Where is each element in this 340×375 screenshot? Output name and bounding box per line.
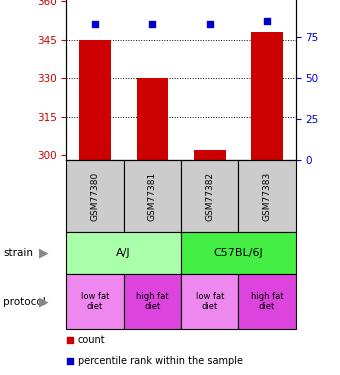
Point — [150, 21, 155, 27]
Bar — [124, 160, 181, 232]
Point — [92, 21, 98, 27]
Text: high fat
diet: high fat diet — [136, 292, 169, 312]
Bar — [66, 232, 181, 274]
Point — [67, 337, 72, 343]
Point — [67, 358, 72, 364]
Bar — [238, 160, 296, 232]
Text: percentile rank within the sample: percentile rank within the sample — [78, 356, 243, 366]
Bar — [251, 32, 283, 160]
Bar — [66, 274, 124, 329]
Text: count: count — [78, 335, 105, 345]
Text: protocol: protocol — [3, 297, 46, 307]
Bar — [194, 150, 225, 160]
Text: GSM77380: GSM77380 — [90, 172, 100, 221]
Text: GSM77381: GSM77381 — [148, 172, 157, 221]
Text: strain: strain — [3, 248, 33, 258]
Bar — [181, 160, 238, 232]
Point — [265, 18, 270, 24]
Text: GSM77383: GSM77383 — [262, 172, 272, 221]
Point — [207, 21, 212, 27]
Bar — [238, 274, 296, 329]
Text: low fat
diet: low fat diet — [195, 292, 224, 312]
Bar — [137, 78, 168, 160]
Bar — [66, 160, 124, 232]
Text: low fat
diet: low fat diet — [81, 292, 109, 312]
Bar — [79, 40, 111, 160]
Text: C57BL/6J: C57BL/6J — [214, 248, 263, 258]
Text: ▶: ▶ — [39, 295, 49, 308]
Bar — [124, 274, 181, 329]
Bar — [181, 274, 238, 329]
Text: high fat
diet: high fat diet — [251, 292, 283, 312]
Bar — [181, 232, 296, 274]
Text: GSM77382: GSM77382 — [205, 172, 214, 221]
Text: A/J: A/J — [116, 248, 131, 258]
Text: ▶: ▶ — [39, 247, 49, 260]
